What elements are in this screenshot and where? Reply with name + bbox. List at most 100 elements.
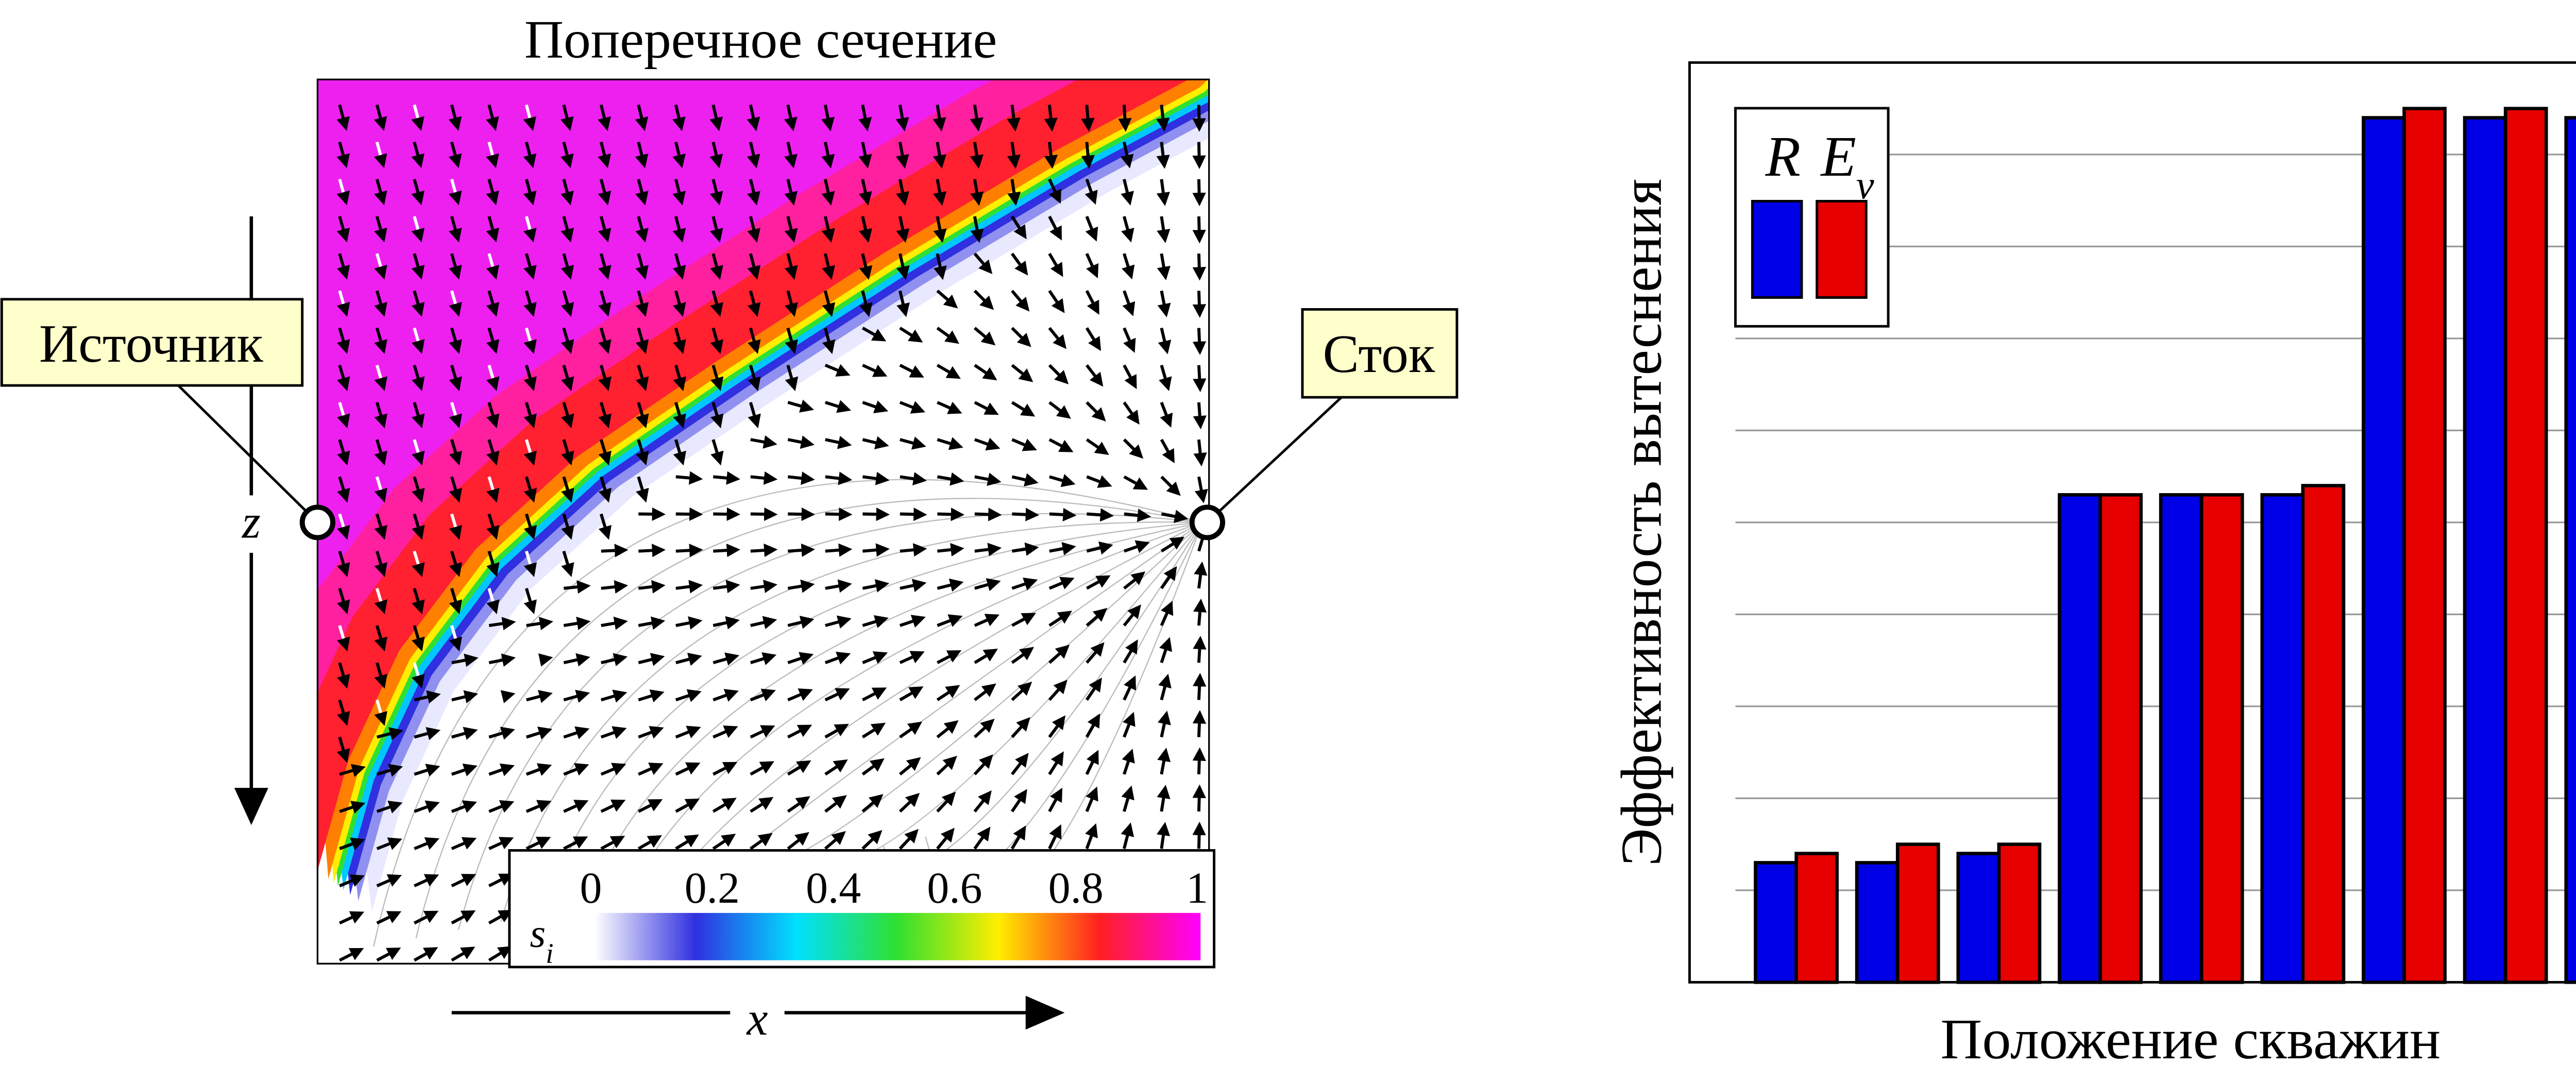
colorbar-tick-label: 1	[1186, 864, 1208, 912]
bar	[2463, 116, 2507, 984]
velocity-arrow	[899, 757, 921, 776]
velocity-arrow	[858, 142, 872, 169]
velocity-arrow	[1160, 476, 1181, 496]
velocity-arrow	[638, 507, 666, 521]
velocity-arrow	[747, 104, 760, 131]
velocity-arrow	[449, 588, 462, 615]
velocity-arrow	[449, 290, 462, 317]
velocity-arrow	[601, 653, 628, 667]
velocity-arrow	[376, 874, 402, 888]
velocity-arrow	[675, 471, 703, 485]
velocity-arrow	[598, 327, 612, 354]
velocity-arrow	[709, 141, 723, 168]
velocity-arrow	[376, 948, 401, 962]
velocity-arrow	[788, 507, 816, 521]
velocity-arrow	[638, 580, 666, 594]
velocity-arrow	[1192, 710, 1207, 737]
velocity-arrow	[488, 726, 515, 740]
velocity-arrow	[337, 588, 350, 615]
velocity-arrow	[748, 327, 761, 354]
velocity-arrow	[750, 580, 777, 594]
velocity-arrow	[601, 616, 628, 630]
velocity-arrow	[1193, 635, 1207, 663]
velocity-arrow	[747, 253, 761, 280]
velocity-arrow	[936, 755, 957, 775]
velocity-arrow	[937, 508, 965, 521]
velocity-arrow	[1123, 571, 1146, 590]
velocity-arrow	[748, 402, 761, 429]
velocity-arrow	[970, 105, 984, 132]
velocity-arrow	[900, 472, 927, 486]
velocity-arrow	[412, 476, 425, 503]
velocity-arrow	[638, 689, 665, 703]
velocity-arrow	[635, 141, 649, 168]
velocity-arrow	[750, 833, 773, 850]
velocity-arrow	[1086, 541, 1113, 555]
velocity-arrow	[337, 364, 350, 392]
velocity-arrow	[896, 179, 909, 206]
velocity-arrow	[376, 911, 402, 925]
velocity-arrow	[486, 104, 499, 131]
bar	[1895, 842, 1940, 984]
velocity-arrow	[526, 617, 553, 631]
velocity-arrow	[713, 725, 738, 739]
velocity-arrow	[374, 216, 387, 243]
velocity-arrow	[376, 727, 403, 740]
velocity-arrow	[560, 104, 574, 131]
streamline	[415, 498, 1202, 939]
velocity-arrow	[821, 104, 835, 131]
velocity-arrow	[974, 614, 1000, 627]
velocity-arrow	[374, 662, 387, 689]
velocity-arrow	[861, 687, 887, 702]
velocity-arrow	[1049, 508, 1077, 522]
velocity-arrow	[1048, 178, 1061, 204]
velocity-arrow	[1048, 787, 1063, 813]
velocity-arrow	[374, 402, 387, 429]
velocity-arrow	[523, 290, 537, 317]
velocity-arrow	[675, 725, 701, 739]
velocity-arrow	[1012, 508, 1040, 521]
velocity-arrow	[598, 253, 612, 280]
velocity-arrow	[974, 437, 1001, 451]
y-axis-label: Эффективность вытеснения	[1609, 179, 1673, 866]
velocity-arrow	[710, 216, 723, 243]
velocity-arrow	[1044, 105, 1058, 132]
velocity-arrow	[974, 401, 999, 415]
velocity-arrow	[1048, 252, 1063, 277]
source-well	[299, 504, 335, 540]
velocity-arrow	[787, 579, 815, 593]
velocity-arrow	[336, 290, 350, 317]
velocity-arrow	[1085, 750, 1099, 775]
velocity-arrow	[414, 764, 440, 777]
velocity-arrow	[824, 795, 847, 813]
velocity-arrow	[822, 327, 836, 354]
bar	[2260, 493, 2305, 984]
velocity-arrow	[1161, 510, 1189, 523]
velocity-arrow	[526, 690, 553, 703]
velocity-arrow	[1156, 105, 1170, 132]
velocity-arrow	[336, 179, 350, 206]
velocity-arrow	[1086, 642, 1105, 664]
velocity-arrow	[675, 544, 703, 557]
velocity-arrow	[374, 327, 387, 354]
velocity-arrow	[561, 253, 574, 280]
velocity-arrow	[824, 831, 846, 850]
velocity-arrow	[414, 727, 441, 740]
velocity-arrow	[1084, 178, 1098, 205]
velocity-arrow	[675, 762, 701, 776]
velocity-arrow	[561, 402, 574, 429]
velocity-arrow	[1085, 823, 1098, 850]
velocity-arrow	[1192, 747, 1206, 774]
velocity-arrow	[601, 580, 629, 594]
velocity-arrow	[1159, 364, 1172, 392]
velocity-arrow	[600, 689, 628, 703]
velocity-arrow	[747, 141, 760, 168]
velocity-arrow	[451, 690, 479, 704]
velocity-arrow	[974, 649, 998, 664]
velocity-arrow	[974, 543, 1002, 556]
velocity-arrow	[787, 760, 811, 776]
velocity-arrow	[488, 653, 516, 667]
velocity-arrow	[900, 579, 927, 593]
velocity-arrow	[488, 800, 515, 813]
velocity-arrow	[785, 290, 798, 317]
